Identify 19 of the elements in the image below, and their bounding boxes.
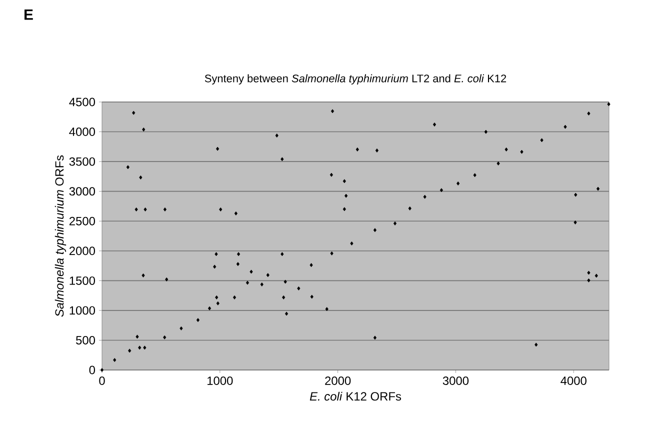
y-tick-label: 1000: [70, 306, 96, 315]
text: E: [24, 10, 33, 20]
y-tick-label: 0: [89, 366, 96, 374]
y-tick-label: 2500: [69, 216, 96, 226]
y-axis-title: Salmonella typhimurium ORFs: [54, 155, 66, 317]
y-tick-label: 500: [76, 336, 96, 344]
y-tick-label: 3000: [69, 187, 96, 196]
y-tick-label: 2000: [69, 246, 96, 256]
y-tick-label: 4500: [69, 98, 96, 106]
x-tick-label: 0: [99, 376, 105, 385]
y-tick-label: 3500: [69, 157, 96, 166]
y-tick-label: 4000: [69, 128, 96, 136]
y-tick-label: 1500: [70, 276, 96, 285]
x-tick-label: 4000: [560, 376, 586, 385]
x-axis-title: E. coli K12 ORFs: [310, 392, 402, 401]
x-tick-label: 2000: [325, 376, 351, 385]
x-tick-label: 3000: [442, 376, 469, 385]
x-tick-label: 1000: [208, 376, 233, 385]
chart-title: Synteny between Salmonella typhimurium LT2 and E. coli K12: [204, 74, 506, 84]
